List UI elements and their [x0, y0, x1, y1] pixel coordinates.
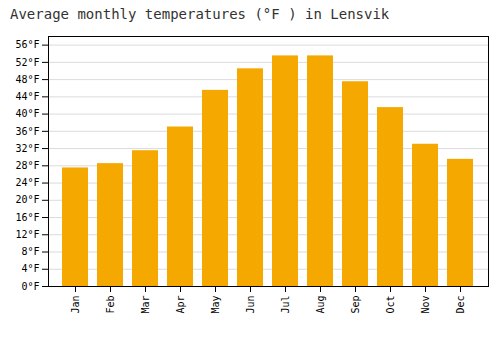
svg-text:Mar: Mar: [140, 296, 151, 314]
svg-text:24°F: 24°F: [15, 177, 39, 188]
svg-text:Jul: Jul: [280, 296, 291, 314]
svg-text:Jun: Jun: [245, 296, 256, 314]
svg-text:Oct: Oct: [385, 296, 396, 314]
svg-text:48°F: 48°F: [15, 74, 39, 85]
svg-text:12°F: 12°F: [15, 229, 39, 240]
svg-text:Aug: Aug: [315, 296, 326, 314]
svg-text:40°F: 40°F: [15, 108, 39, 119]
svg-text:52°F: 52°F: [15, 57, 39, 68]
svg-text:May: May: [210, 296, 221, 314]
svg-text:28°F: 28°F: [15, 160, 39, 171]
svg-text:Feb: Feb: [105, 296, 116, 314]
svg-text:0°F: 0°F: [21, 281, 39, 292]
svg-text:Dec: Dec: [455, 296, 466, 314]
svg-text:44°F: 44°F: [15, 91, 39, 102]
svg-text:36°F: 36°F: [15, 126, 39, 137]
svg-text:20°F: 20°F: [15, 194, 39, 205]
svg-text:Nov: Nov: [420, 296, 431, 314]
svg-text:4°F: 4°F: [21, 263, 39, 274]
svg-text:16°F: 16°F: [15, 212, 39, 223]
svg-text:56°F: 56°F: [15, 39, 39, 50]
svg-text:Sep: Sep: [350, 296, 361, 314]
svg-text:8°F: 8°F: [21, 246, 39, 257]
html-text:Average monthly temperatures (: Average monthly temperatures (°F ) in Le…: [10, 6, 390, 22]
svg-text:32°F: 32°F: [15, 143, 39, 154]
svg-text:Jan: Jan: [70, 296, 81, 314]
svg-text:Apr: Apr: [175, 296, 186, 314]
